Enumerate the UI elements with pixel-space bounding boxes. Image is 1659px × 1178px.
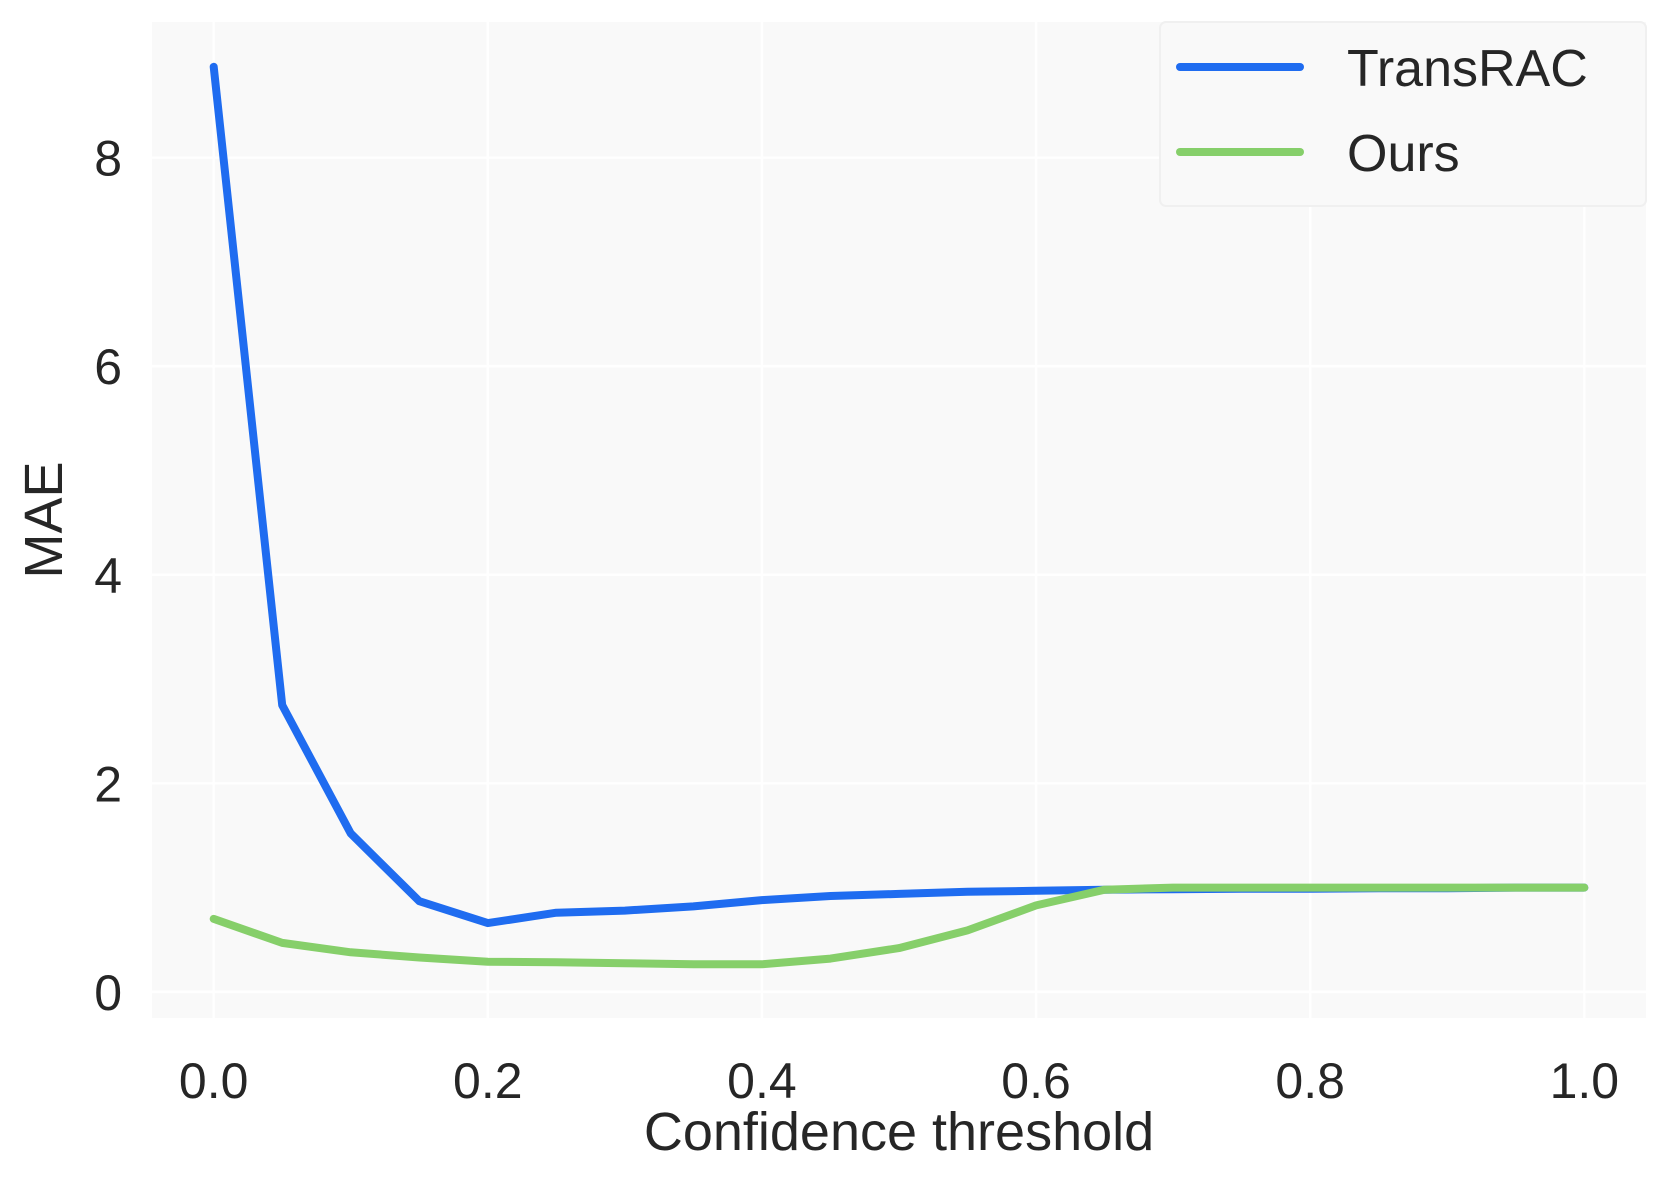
x-tick-label: 1.0: [1550, 1053, 1620, 1109]
y-tick-label: 6: [94, 339, 122, 395]
legend-label-transrac: TransRAC: [1347, 40, 1588, 98]
y-tick-label: 4: [94, 548, 122, 604]
x-tick-label: 0.2: [453, 1053, 523, 1109]
x-tick-label: 0.4: [727, 1053, 797, 1109]
x-tick-label: 0.6: [1001, 1053, 1071, 1109]
legend: TransRAC Ours: [1159, 21, 1647, 207]
x-axis-ticks: 0.0 0.2 0.4 0.6 0.8 1.0: [179, 1053, 1619, 1109]
y-tick-label: 8: [94, 131, 122, 187]
y-tick-label: 2: [94, 756, 122, 812]
y-axis-ticks: 0 2 4 6 8: [94, 131, 122, 1021]
legend-label-ours: Ours: [1347, 125, 1460, 183]
y-axis-label: MAE: [14, 461, 74, 578]
x-tick-label: 0.0: [179, 1053, 249, 1109]
x-axis-label: Confidence threshold: [644, 1102, 1154, 1162]
series-layer: [209, 62, 1589, 969]
series-line-ours: [209, 883, 1589, 969]
x-tick-label: 0.8: [1275, 1053, 1345, 1109]
y-tick-label: 0: [94, 965, 122, 1021]
